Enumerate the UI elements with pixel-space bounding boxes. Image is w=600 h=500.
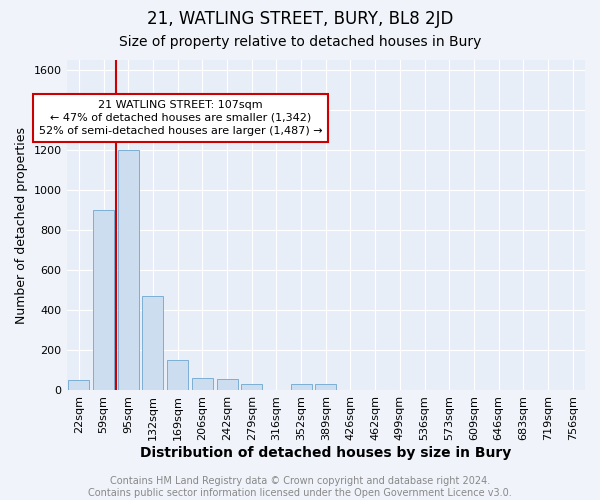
Y-axis label: Number of detached properties: Number of detached properties	[15, 126, 28, 324]
Bar	[315, 384, 336, 390]
Bar	[290, 384, 311, 390]
Text: Contains HM Land Registry data © Crown copyright and database right 2024.
Contai: Contains HM Land Registry data © Crown c…	[88, 476, 512, 498]
Bar	[192, 378, 213, 390]
Text: 21 WATLING STREET: 107sqm
← 47% of detached houses are smaller (1,342)
52% of se: 21 WATLING STREET: 107sqm ← 47% of detac…	[39, 100, 322, 136]
Bar	[68, 380, 89, 390]
Text: 21, WATLING STREET, BURY, BL8 2JD: 21, WATLING STREET, BURY, BL8 2JD	[147, 10, 453, 28]
Text: Size of property relative to detached houses in Bury: Size of property relative to detached ho…	[119, 35, 481, 49]
X-axis label: Distribution of detached houses by size in Bury: Distribution of detached houses by size …	[140, 446, 511, 460]
Bar	[217, 380, 238, 390]
Bar	[167, 360, 188, 390]
Bar	[118, 150, 139, 390]
Bar	[142, 296, 163, 390]
Bar	[241, 384, 262, 390]
Bar	[93, 210, 114, 390]
